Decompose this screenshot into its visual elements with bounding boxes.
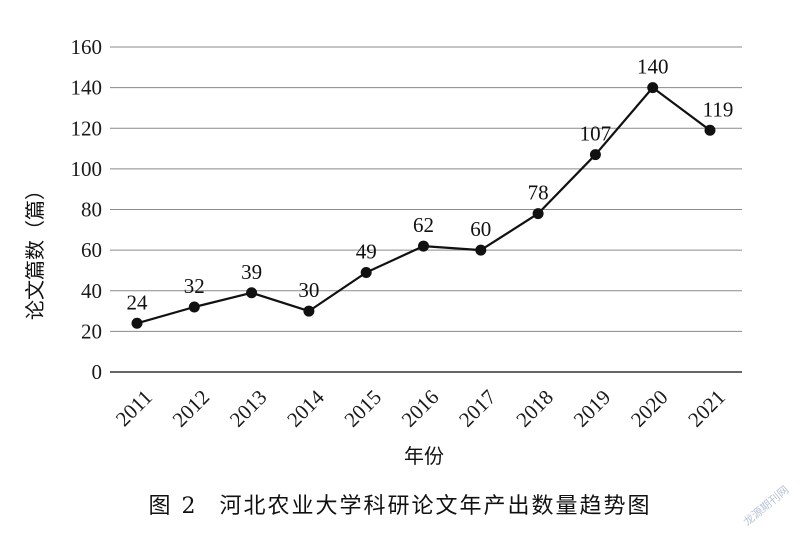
data-point — [246, 287, 258, 299]
x-tick-label: 2015 — [339, 385, 386, 432]
y-axis-title: 论文篇数（篇） — [23, 180, 47, 320]
x-tick-label: 2020 — [626, 385, 673, 432]
data-point — [704, 124, 716, 136]
x-tick-labels: 2011 2012 2013 2014 2015 2016 2017 2018 2019 2020… — [111, 385, 730, 432]
data-point — [188, 301, 200, 313]
figure-caption: 图 2 河北农业大学科研论文年产出数量趋势图 — [0, 488, 800, 520]
y-tick-label: 140 — [71, 76, 103, 100]
y-tick-labels: 0 20 40 60 80 100 120 140 160 — [71, 35, 103, 384]
data-label: 119 — [703, 97, 734, 121]
y-tick-label: 120 — [71, 116, 103, 140]
x-tick-label: 2011 — [111, 385, 157, 431]
data-label: 32 — [184, 274, 205, 298]
x-tick-label: 2021 — [683, 385, 730, 432]
figure-caption-text: 河北农业大学科研论文年产出数量趋势图 — [219, 494, 652, 519]
y-tick-label: 20 — [81, 319, 102, 343]
data-labels: 24 32 39 30 49 62 60 78 107 140 119 — [127, 55, 734, 315]
data-point — [647, 82, 659, 94]
data-label: 107 — [580, 122, 612, 146]
data-point — [360, 266, 372, 278]
x-tick-label: 2012 — [168, 385, 215, 432]
data-point — [532, 208, 544, 220]
data-point — [475, 244, 487, 256]
y-tick-label: 160 — [71, 35, 103, 59]
x-axis-title: 年份 — [404, 444, 444, 468]
x-tick-label: 2019 — [569, 385, 616, 432]
data-point — [303, 305, 315, 317]
data-point — [589, 149, 601, 161]
data-label: 62 — [413, 213, 434, 237]
data-label: 78 — [528, 181, 549, 205]
data-label: 49 — [356, 239, 377, 263]
figure-number: 图 2 — [148, 494, 198, 519]
data-point — [418, 240, 429, 252]
y-tick-label: 0 — [92, 360, 103, 384]
data-label: 24 — [127, 290, 149, 314]
y-tick-label: 40 — [81, 279, 102, 303]
data-label: 39 — [241, 260, 262, 284]
grid-lines — [110, 46, 742, 373]
data-point — [131, 317, 143, 329]
series-line — [136, 86, 711, 325]
data-points — [131, 82, 716, 329]
data-label: 140 — [637, 55, 669, 79]
x-tick-label: 2016 — [397, 385, 444, 432]
y-tick-label: 100 — [71, 157, 103, 181]
y-tick-label: 80 — [81, 198, 102, 222]
data-label: 30 — [298, 278, 319, 302]
x-tick-label: 2017 — [454, 385, 501, 432]
x-tick-label: 2013 — [225, 385, 272, 432]
x-tick-label: 2014 — [282, 385, 329, 432]
x-tick-label: 2018 — [511, 385, 558, 432]
y-tick-label: 60 — [81, 238, 102, 262]
data-label: 60 — [470, 217, 491, 241]
